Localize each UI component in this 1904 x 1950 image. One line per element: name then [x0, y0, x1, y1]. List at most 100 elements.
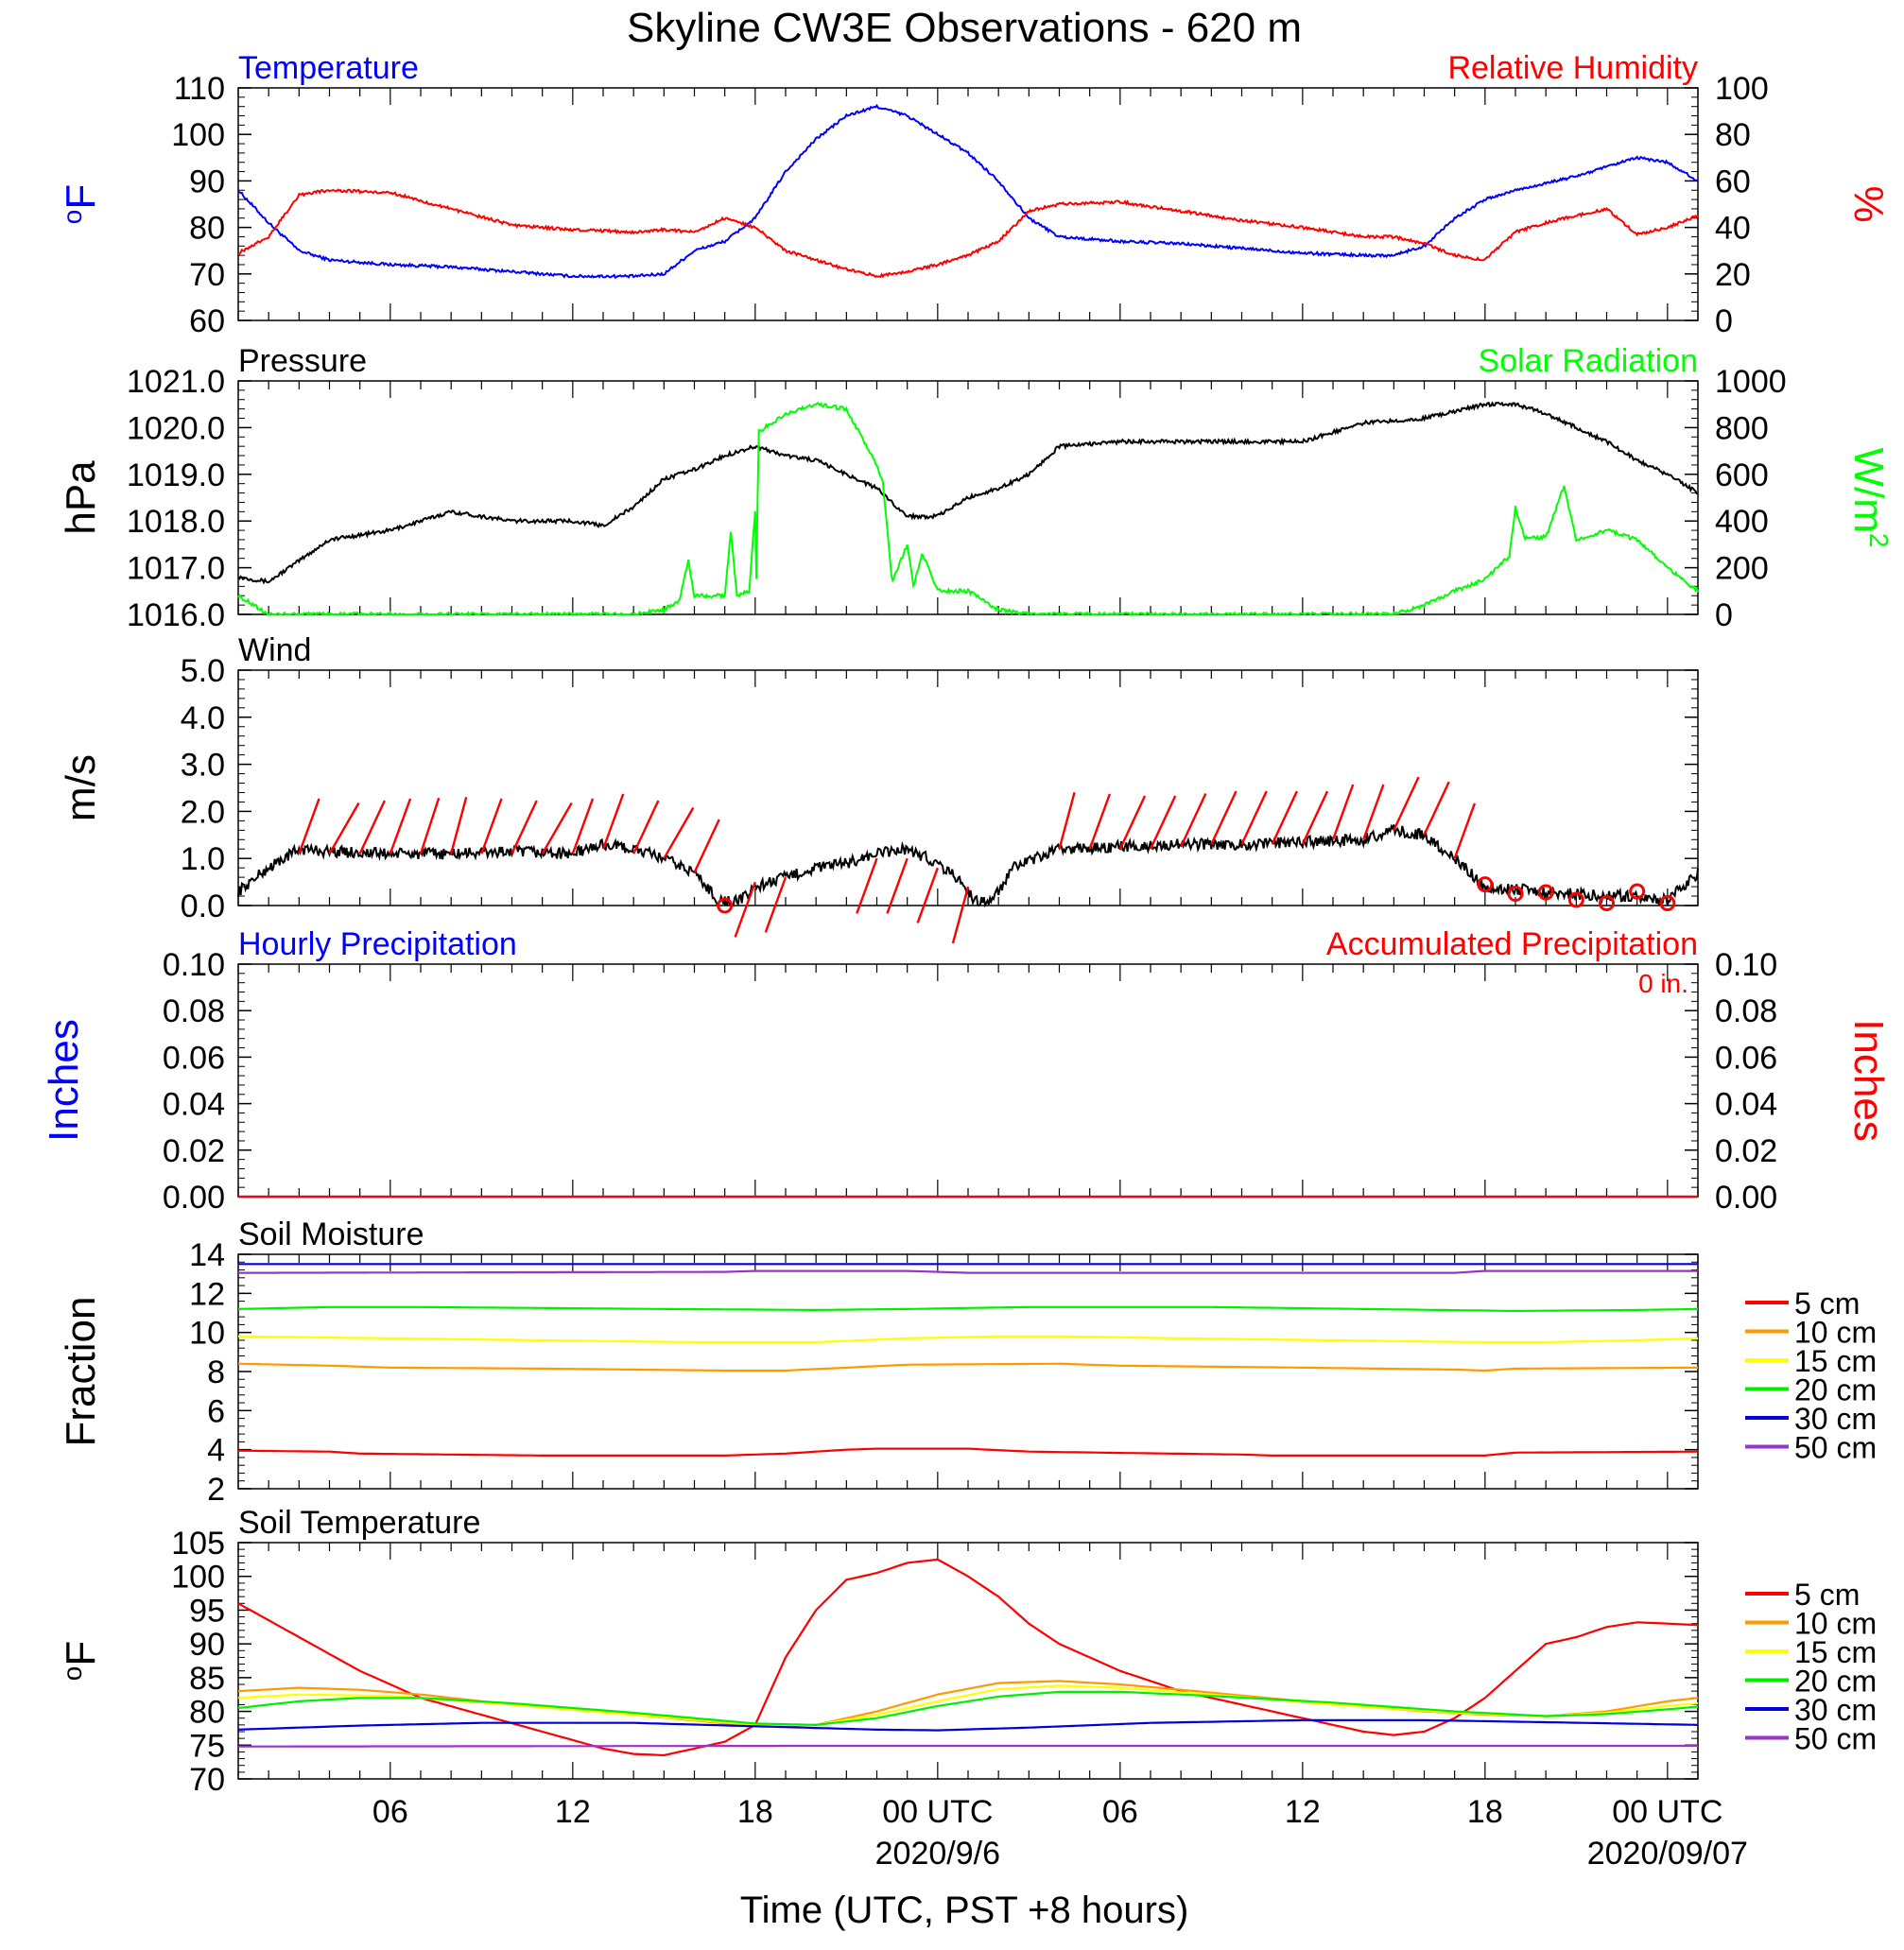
left-tick-label: 80: [189, 1695, 225, 1731]
right-tick-label: 0.10: [1715, 947, 1777, 983]
accumulated-total: 0 in.: [1638, 969, 1688, 998]
wind-barb: [856, 857, 878, 914]
panel-temp_rh: 60 70 80 90 100 110 0 20 40 60 80 100 Temperature Rel…: [58, 50, 1892, 339]
wind-barb: [1058, 792, 1076, 850]
left-tick-label: 90: [189, 164, 225, 199]
panel-wind: 0.0 1.0 2.0 3.0 4.0 5.0 Wind m/s: [58, 632, 1699, 944]
wind-barb: [1423, 781, 1450, 836]
x-date-label: 2020/9/6: [875, 1836, 1000, 1872]
left-tick-label: 4: [207, 1433, 225, 1469]
wind-barb: [1240, 790, 1268, 845]
panel-title-right: Accumulated Precipitation: [1326, 926, 1698, 962]
wind-barb: [419, 797, 441, 854]
panel-title-left: Hourly Precipitation: [238, 926, 517, 962]
y-axis-label-right: %: [1845, 185, 1892, 222]
wind-barb: [328, 802, 360, 854]
series-line-pressure: [238, 401, 1699, 585]
wind-barb: [632, 800, 660, 854]
right-tick-label: 800: [1715, 410, 1769, 446]
x-tick-label: 18: [1467, 1794, 1503, 1830]
panel-title-left: Soil Temperature: [238, 1505, 480, 1541]
left-tick-label: 110: [174, 71, 225, 107]
legend-label: 10 cm: [1794, 1607, 1877, 1641]
wind-barb: [951, 886, 970, 944]
right-tick-label: 600: [1715, 457, 1769, 493]
series-line-20-cm: [237, 1690, 1699, 1727]
wind-barb: [1301, 790, 1329, 845]
x-axis-label: Time (UTC, PST +8 hours): [740, 1890, 1189, 1931]
x-tick-label: 12: [555, 1794, 591, 1830]
x-tick-label: 00 UTC: [1612, 1794, 1722, 1830]
y-axis-label-left: Fraction: [58, 1297, 104, 1447]
wind-barb: [389, 798, 412, 854]
calm-wind-marker: [1629, 883, 1646, 900]
y-axis-label-left: m/s: [58, 754, 104, 821]
left-tick-label: 1017.0: [127, 551, 225, 587]
right-tick-label: 1000: [1715, 364, 1787, 400]
series-line-temperature: [237, 103, 1699, 280]
wind-barb: [1088, 793, 1111, 850]
wind-barb: [511, 800, 538, 854]
wind-barb: [1362, 784, 1385, 840]
plot-frame: [237, 669, 1699, 906]
series-line-50-cm: [238, 1269, 1698, 1274]
right-tick-label: 0.00: [1715, 1180, 1777, 1216]
plot-frame: [237, 963, 1699, 1198]
legend-label: 5 cm: [1794, 1286, 1860, 1320]
right-tick-label: 0.08: [1715, 993, 1777, 1029]
x-tick-label: 00 UTC: [882, 1794, 993, 1830]
left-tick-label: 0.0: [181, 889, 225, 924]
left-tick-label: 0.10: [163, 947, 225, 983]
calm-wind-marker: [717, 897, 734, 914]
right-tick-label: 20: [1715, 257, 1751, 293]
left-tick-label: 1019.0: [127, 457, 225, 493]
left-tick-label: 4.0: [181, 700, 225, 736]
series-line-10-cm: [237, 1680, 1699, 1728]
right-tick-label: 80: [1715, 117, 1751, 153]
wind-barb: [916, 867, 939, 923]
right-tick-label: 0: [1715, 597, 1733, 633]
left-tick-label: 70: [189, 257, 225, 293]
legend-label: 10 cm: [1794, 1316, 1877, 1350]
wind-barb: [450, 797, 468, 854]
legend-label: 5 cm: [1794, 1578, 1860, 1612]
plot-frame: [237, 87, 1699, 321]
right-tick-label: 40: [1715, 211, 1751, 247]
legend-label: 15 cm: [1794, 1344, 1877, 1378]
left-tick-label: 1.0: [181, 841, 225, 877]
left-tick-label: 1016.0: [127, 597, 225, 633]
wind-barb: [734, 881, 756, 938]
legend-label: 20 cm: [1794, 1373, 1877, 1407]
wind-barb: [1453, 802, 1476, 859]
legend-label: 30 cm: [1794, 1693, 1877, 1727]
left-tick-label: 0.02: [163, 1133, 225, 1169]
y-axis-label-left: hPa: [58, 460, 104, 535]
series-line-10-cm: [237, 1362, 1698, 1372]
figure-title: Skyline CW3E Observations - 620 m: [627, 5, 1302, 51]
left-tick-label: 2: [207, 1472, 225, 1508]
legend-label: 30 cm: [1794, 1402, 1877, 1436]
y-axis-label-right: W/m2: [1845, 448, 1894, 548]
calm-wind-marker: [1477, 876, 1494, 893]
left-tick-label: 12: [189, 1276, 225, 1312]
legend-label: 50 cm: [1794, 1431, 1877, 1465]
series-line-30-cm: [237, 1718, 1699, 1732]
series-line-5-cm: [237, 1558, 1699, 1757]
panel-precip: 0.00 0.02 0.04 0.06 0.08 0.10 0.00 0.02 0.04 0.06…: [41, 926, 1892, 1216]
x-date-label: 2020/09/07: [1587, 1836, 1748, 1872]
panel-title-right: Relative Humidity: [1447, 50, 1698, 86]
left-tick-label: 8: [207, 1355, 225, 1390]
panel-title-right: Solar Radiation: [1479, 343, 1698, 379]
calm-wind-marker: [1537, 884, 1554, 901]
wind-barb: [1180, 793, 1207, 848]
wind-barb: [764, 876, 788, 933]
series-line-20-cm: [237, 1305, 1699, 1313]
wind-barb: [480, 798, 503, 854]
series-line-relative-humidity: [237, 188, 1699, 279]
wind-barb: [1331, 784, 1355, 840]
x-tick-label: 12: [1285, 1794, 1321, 1830]
left-tick-label: 1018.0: [127, 504, 225, 540]
